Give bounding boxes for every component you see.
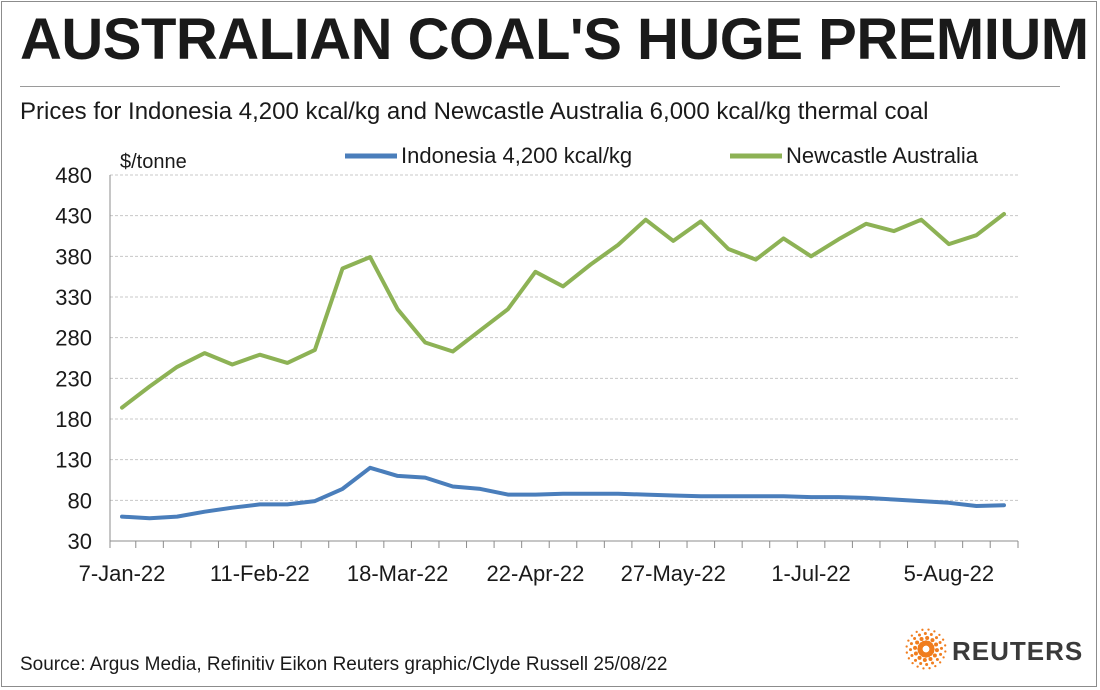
- y-axis-label: $/tonne: [120, 151, 187, 173]
- y-tick-label: 230: [55, 366, 92, 391]
- x-tick-label: 27-May-22: [621, 561, 726, 586]
- source-note: Source: Argus Media, Refinitiv Eikon Reu…: [20, 654, 668, 675]
- legend-label: Newcastle Australia: [786, 143, 979, 168]
- x-tick-label: 18-Mar-22: [347, 561, 448, 586]
- y-tick-label: 380: [55, 244, 92, 269]
- series-lines: [120, 212, 1006, 521]
- y-tick-label: 80: [68, 488, 92, 513]
- reuters-dots-icon: [905, 628, 947, 670]
- x-tick-label: 7-Jan-22: [79, 561, 166, 586]
- reuters-logo: REUTERS: [904, 627, 1084, 675]
- x-tick-label: 5-Aug-22: [904, 561, 995, 586]
- gridlines: [110, 174, 1018, 501]
- y-tick-labels: 30 80 130 180 230 280 330 380 430 480: [55, 163, 92, 554]
- legend-label: Indonesia 4,200 kcal/kg: [401, 143, 632, 168]
- x-tick-label: 22-Apr-22: [487, 561, 585, 586]
- y-tick-label: 130: [55, 448, 92, 473]
- series-line-indonesia: [120, 465, 1006, 521]
- legend: Indonesia 4,200 kcal/kg Newcastle Austral…: [345, 143, 979, 168]
- title-divider: [20, 86, 1060, 87]
- reuters-logo-text: REUTERS: [952, 636, 1084, 666]
- x-tick-label: 11-Feb-22: [210, 561, 310, 586]
- y-tick-label: 430: [55, 204, 92, 229]
- series-line-newcastle: [120, 212, 1006, 410]
- x-tick-label: 1-Jul-22: [771, 561, 850, 586]
- chart-subtitle: Prices for Indonesia 4,200 kcal/kg and N…: [20, 98, 929, 125]
- y-tick-label: 180: [55, 407, 92, 432]
- chart-title: AUSTRALIAN COAL'S HUGE PREMIUM: [20, 7, 1089, 72]
- y-tick-label: 330: [55, 285, 92, 310]
- y-tick-label: 30: [68, 529, 92, 554]
- axes: [109, 175, 1019, 548]
- x-tick-labels: 7-Jan-22 11-Feb-22 18-Mar-22 22-Apr-22 27-Ma…: [79, 561, 995, 586]
- y-tick-label: 480: [55, 163, 92, 188]
- y-tick-label: 280: [55, 326, 92, 351]
